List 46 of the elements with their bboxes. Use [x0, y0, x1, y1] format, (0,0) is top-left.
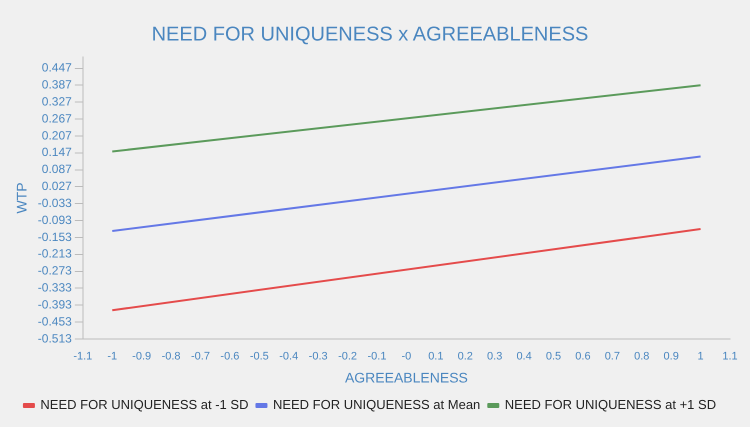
y-tick-label: -0.273 — [38, 264, 72, 278]
y-tick-label: 0.447 — [42, 60, 72, 75]
x-tick-label: -0 — [402, 350, 412, 363]
y-tick-label: -0.453 — [38, 314, 72, 328]
x-tick-label: 0.7 — [604, 350, 620, 363]
x-tick-label: 0.5 — [546, 350, 562, 363]
y-tick-label: -0.033 — [38, 196, 72, 210]
x-axis-title: AGREEABLENESS — [344, 369, 468, 386]
x-tick-label: -0.3 — [308, 350, 328, 363]
y-tick-label: 0.147 — [42, 145, 72, 160]
x-tick-label: -1.1 — [73, 350, 92, 363]
y-tick-label: -0.093 — [38, 212, 72, 227]
x-tick-label: -0.6 — [220, 350, 240, 363]
x-tick-label: 0.9 — [664, 350, 679, 363]
x-tick-label: -0.4 — [279, 350, 298, 363]
y-axis-title: WTP — [13, 182, 30, 214]
x-tick-label: -0.7 — [191, 350, 210, 363]
y-tick-label: -0.393 — [38, 297, 72, 312]
legend-label: NEED FOR UNIQUENESS at -1 SD — [40, 397, 248, 412]
y-tick-label: -0.333 — [38, 280, 72, 295]
x-tick-label: 0.1 — [428, 350, 444, 363]
x-tick-label: 0.3 — [487, 350, 502, 363]
chart-title: NEED FOR UNIQUENESS x AGREEABLENESS — [152, 24, 588, 46]
y-tick-label: 0.207 — [42, 128, 72, 142]
y-tick-label: 0.027 — [42, 179, 72, 194]
y-tick-label: 0.387 — [42, 78, 72, 92]
x-tick-label: -0.8 — [162, 350, 181, 363]
x-tick-label: 1 — [698, 350, 704, 363]
y-tick-label: 0.327 — [42, 94, 72, 108]
x-tick-label: 0.6 — [575, 350, 591, 363]
x-tick-label: -0.2 — [338, 350, 358, 363]
x-tick-label: 0.4 — [516, 350, 532, 363]
y-tick-label: -0.513 — [38, 331, 72, 346]
x-tick-label: 0.8 — [634, 350, 650, 363]
x-tick-label: 1.1 — [722, 350, 738, 363]
legend-label: NEED FOR UNIQUENESS at Mean — [272, 397, 480, 412]
x-tick-label: -0.9 — [132, 350, 152, 363]
x-tick-label: -1 — [107, 350, 118, 363]
x-tick-label: 0.2 — [458, 350, 473, 363]
y-tick-label: -0.153 — [38, 230, 72, 244]
y-tick-label: 0.087 — [42, 162, 72, 176]
legend-label: NEED FOR UNIQUENESS at +1 SD — [504, 397, 716, 412]
x-tick-label: -0.5 — [250, 350, 269, 363]
y-tick-label: -0.213 — [38, 246, 72, 261]
x-tick-label: -0.1 — [368, 350, 386, 363]
y-tick-label: 0.267 — [42, 111, 72, 126]
